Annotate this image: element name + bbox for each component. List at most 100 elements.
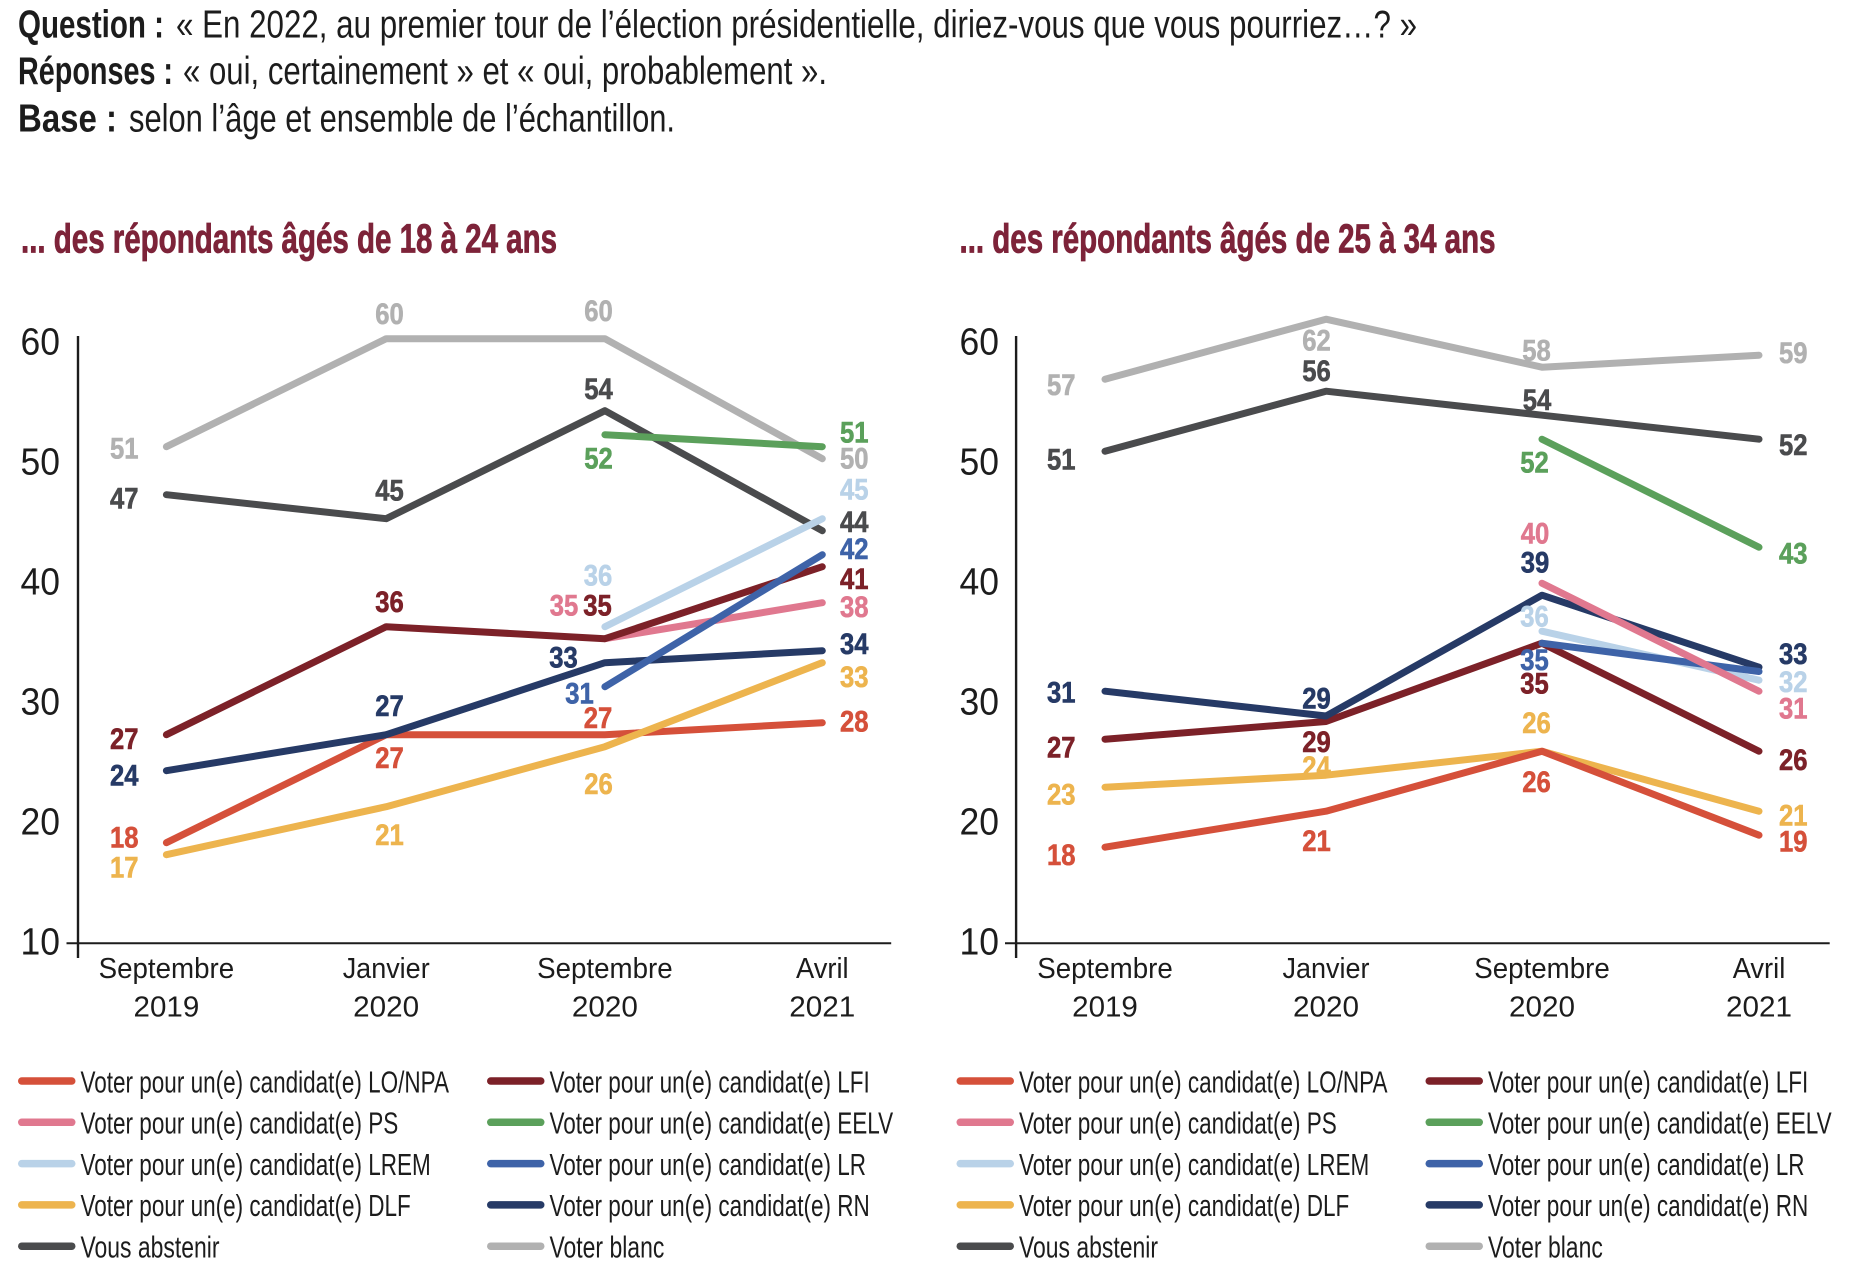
svg-text:31: 31 — [565, 678, 594, 711]
svg-text:27: 27 — [1047, 732, 1076, 765]
svg-text:52: 52 — [1779, 429, 1808, 462]
svg-text:56: 56 — [1302, 355, 1331, 388]
svg-text:Vous abstenir: Vous abstenir — [1019, 1230, 1158, 1265]
svg-text:36: 36 — [584, 560, 613, 593]
svg-text:19: 19 — [1779, 826, 1808, 859]
svg-text:35: 35 — [583, 590, 612, 623]
svg-text:2021: 2021 — [789, 992, 855, 1024]
svg-text:44: 44 — [840, 506, 869, 539]
svg-text:47: 47 — [110, 483, 139, 516]
svg-text:« oui, certainement » et « oui: « oui, certainement » et « oui, probable… — [183, 50, 827, 93]
svg-text:2021: 2021 — [1726, 992, 1792, 1024]
svg-text:45: 45 — [375, 475, 404, 508]
svg-text:Voter pour un(e) candidat(e) E: Voter pour un(e) candidat(e) EELV — [550, 1106, 894, 1141]
svg-text:2019: 2019 — [134, 992, 200, 1024]
svg-text:20: 20 — [21, 801, 61, 843]
svg-text:29: 29 — [1302, 726, 1331, 759]
svg-text:43: 43 — [1779, 538, 1808, 571]
svg-text:34: 34 — [840, 628, 869, 661]
svg-text:Vous abstenir: Vous abstenir — [81, 1230, 220, 1265]
svg-text:60: 60 — [584, 295, 613, 328]
svg-text:Voter pour un(e) candidat(e) P: Voter pour un(e) candidat(e) PS — [1019, 1106, 1337, 1141]
svg-text:40: 40 — [21, 561, 61, 603]
svg-text:51: 51 — [110, 432, 139, 465]
svg-text:27: 27 — [375, 742, 404, 775]
svg-text:45: 45 — [840, 473, 869, 506]
svg-text:60: 60 — [21, 321, 61, 363]
svg-text:2019: 2019 — [1072, 992, 1138, 1024]
svg-text:Voter pour un(e) candidat(e) L: Voter pour un(e) candidat(e) LREM — [81, 1147, 431, 1182]
svg-text:27: 27 — [584, 702, 613, 735]
svg-text:26: 26 — [1522, 707, 1551, 740]
svg-text:57: 57 — [1047, 369, 1076, 402]
svg-text:Voter pour un(e) candidat(e) D: Voter pour un(e) candidat(e) DLF — [81, 1188, 411, 1223]
svg-text:51: 51 — [840, 417, 869, 450]
svg-text:Voter pour un(e) candidat(e) L: Voter pour un(e) candidat(e) LO/NPA — [81, 1064, 450, 1099]
svg-text:Voter pour un(e) candidat(e) L: Voter pour un(e) candidat(e) LREM — [1019, 1147, 1369, 1182]
svg-text:30: 30 — [960, 681, 1000, 723]
svg-text:31: 31 — [1047, 676, 1076, 709]
svg-text:Septembre: Septembre — [1037, 953, 1173, 985]
svg-text:27: 27 — [375, 690, 404, 723]
svg-text:32: 32 — [1779, 666, 1808, 699]
svg-text:24: 24 — [1302, 751, 1331, 784]
svg-text:54: 54 — [1523, 384, 1552, 417]
svg-text:59: 59 — [1779, 337, 1808, 370]
svg-text:36: 36 — [1520, 601, 1549, 634]
svg-text:21: 21 — [1302, 825, 1331, 858]
svg-text:36: 36 — [375, 586, 404, 619]
svg-text:17: 17 — [110, 852, 139, 885]
svg-text:52: 52 — [584, 443, 613, 476]
svg-text:Voter pour un(e) candidat(e) L: Voter pour un(e) candidat(e) LO/NPA — [1019, 1064, 1388, 1099]
svg-text:40: 40 — [1521, 518, 1550, 551]
svg-text:Voter pour un(e) candidat(e) L: Voter pour un(e) candidat(e) LR — [550, 1147, 867, 1182]
svg-text:51: 51 — [1047, 444, 1076, 477]
svg-text:35: 35 — [550, 590, 579, 623]
svg-text:Voter pour un(e) candidat(e) R: Voter pour un(e) candidat(e) RN — [1488, 1188, 1808, 1223]
svg-text:Janvier: Janvier — [343, 953, 430, 985]
svg-text:29: 29 — [1302, 683, 1331, 716]
svg-text:62: 62 — [1302, 325, 1331, 358]
svg-text:26: 26 — [1779, 744, 1808, 777]
svg-text:Avril: Avril — [796, 953, 849, 985]
svg-text:20: 20 — [960, 801, 1000, 843]
svg-text:28: 28 — [840, 706, 869, 739]
svg-text:Septembre: Septembre — [1474, 953, 1610, 985]
svg-text:Avril: Avril — [1733, 953, 1786, 985]
svg-text:... des répondants âgés de 18: ... des répondants âgés de 18 à 24 ans — [21, 216, 557, 262]
svg-text:42: 42 — [840, 533, 869, 566]
svg-text:Base :: Base : — [18, 98, 117, 141]
svg-text:Voter pour un(e) candidat(e) E: Voter pour un(e) candidat(e) EELV — [1488, 1106, 1832, 1141]
svg-text:35: 35 — [1520, 644, 1549, 677]
svg-text:30: 30 — [21, 681, 61, 723]
svg-text:10: 10 — [21, 921, 61, 963]
svg-text:50: 50 — [21, 441, 61, 483]
svg-text:Voter pour un(e) candidat(e) L: Voter pour un(e) candidat(e) LR — [1488, 1147, 1805, 1182]
svg-text:Réponses :: Réponses : — [18, 50, 173, 93]
svg-text:60: 60 — [960, 321, 1000, 363]
svg-text:21: 21 — [1779, 800, 1808, 833]
svg-text:41: 41 — [840, 563, 869, 596]
svg-text:26: 26 — [584, 768, 613, 801]
svg-text:Voter pour un(e) candidat(e) L: Voter pour un(e) candidat(e) LFI — [1488, 1064, 1808, 1099]
svg-text:54: 54 — [584, 373, 613, 406]
svg-text:50: 50 — [840, 443, 869, 476]
svg-text:21: 21 — [375, 819, 404, 852]
svg-text:38: 38 — [840, 591, 869, 624]
svg-text:... des répondants âgés de 25: ... des répondants âgés de 25 à 34 ans — [960, 216, 1496, 262]
svg-text:Septembre: Septembre — [537, 953, 673, 985]
svg-text:33: 33 — [549, 642, 578, 675]
svg-text:50: 50 — [960, 441, 1000, 483]
svg-text:selon l’âge et ensemble de l’é: selon l’âge et ensemble de l’échantillon… — [129, 98, 675, 141]
svg-text:52: 52 — [1520, 447, 1549, 480]
svg-text:« En 2022, au premier tour de: « En 2022, au premier tour de l’élection… — [176, 4, 1417, 47]
svg-text:Voter pour un(e) candidat(e) L: Voter pour un(e) candidat(e) LFI — [550, 1064, 870, 1099]
svg-text:39: 39 — [1521, 547, 1550, 580]
svg-text:Voter blanc: Voter blanc — [550, 1230, 665, 1265]
svg-text:Question :: Question : — [18, 4, 164, 47]
svg-text:Voter pour un(e) candidat(e) R: Voter pour un(e) candidat(e) RN — [550, 1188, 870, 1223]
svg-text:33: 33 — [1779, 638, 1808, 671]
svg-text:10: 10 — [960, 921, 1000, 963]
svg-text:26: 26 — [1522, 766, 1551, 799]
svg-text:33: 33 — [840, 661, 869, 694]
